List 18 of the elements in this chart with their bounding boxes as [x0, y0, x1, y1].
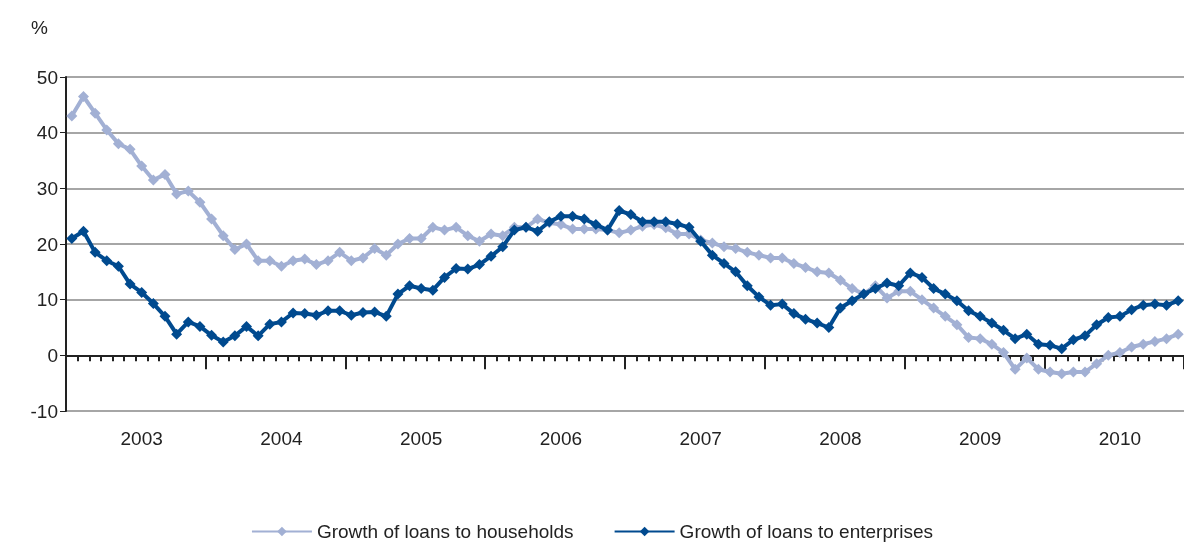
y-tick-label: -10	[30, 400, 58, 422]
y-tick-label: 50	[36, 66, 58, 88]
y-tick-label: 30	[36, 177, 58, 199]
x-tick-label: 2005	[400, 428, 443, 449]
y-tick-label: 40	[36, 122, 58, 144]
legend-label: Growth of loans to households	[316, 521, 574, 542]
x-tick-label: 2006	[539, 428, 583, 449]
y-tick-label: 20	[36, 233, 58, 255]
x-tick-label: 2004	[260, 428, 304, 449]
y-tick-label: 10	[36, 289, 58, 311]
legend-label: Growth of loans to enterprises	[679, 521, 934, 542]
x-tick-label: 2007	[679, 428, 722, 449]
x-tick-label: 2009	[959, 428, 1002, 449]
y-tick-label: 0	[47, 344, 58, 366]
x-tick-label: 2008	[819, 428, 862, 449]
y-axis-title: %	[31, 17, 49, 38]
x-tick-label: 2003	[120, 428, 163, 449]
x-tick-label: 2010	[1098, 428, 1142, 449]
